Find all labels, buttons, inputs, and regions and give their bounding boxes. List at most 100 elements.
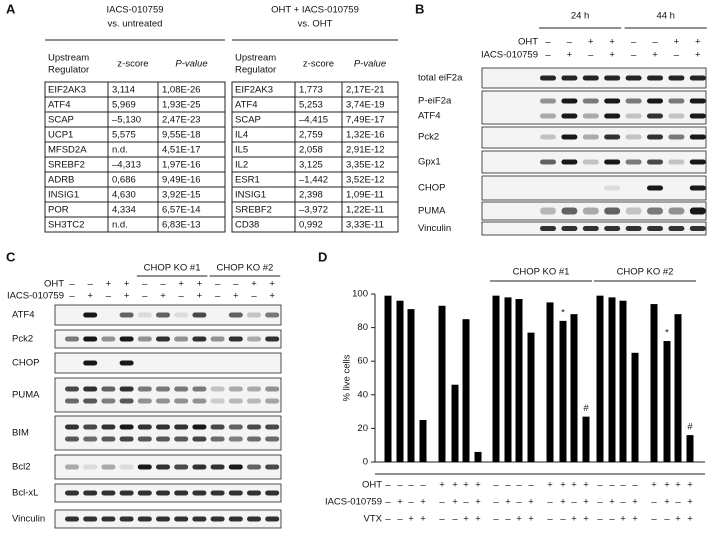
blot-band [192,386,207,392]
condition-sign: + [516,514,522,525]
blot-band [192,464,207,470]
table-cell: 0,992 [299,220,323,231]
condition-sign: – [597,497,603,508]
table-cell: 2,058 [299,145,323,156]
blot-band [101,464,116,470]
blot-band [137,490,152,496]
blot-band [561,159,578,165]
panel-label: D [318,249,327,264]
blot-band [247,336,261,342]
table-cell: IL2 [235,160,248,171]
blot-band [83,360,98,366]
bar [515,299,523,462]
condition-sign: + [463,514,469,525]
table-cell: 6,83E-13 [162,220,201,231]
blot-label: Bcl-xL [12,488,38,499]
blot-band [83,336,98,342]
blot-band [174,436,189,442]
table-cell: 1,97E-16 [162,160,201,171]
condition-sign: – [408,497,414,508]
blot-band [604,113,621,119]
bar [559,320,567,462]
bar [619,300,627,462]
condition-sign: – [385,480,391,491]
blot-band [247,490,261,496]
condition-sign: + [124,291,130,302]
bar-annotation: # [583,403,589,414]
blot-band [174,386,189,392]
blot-band [192,490,207,496]
blot-band [625,159,642,165]
blot-frame [481,201,707,221]
table-cell: 1,22E-11 [346,205,384,216]
table-cell: 4,630 [112,190,136,201]
condition-sign: – [397,514,403,525]
blot-band [540,207,556,215]
blot-band [647,98,663,104]
blot-band [192,516,207,522]
blot-frame [481,90,707,125]
condition-sign: – [215,279,221,290]
bar [492,295,500,462]
condition-sign: – [609,514,615,525]
blot-band [210,490,225,496]
condition-sign: + [571,514,577,525]
table-cell: 3,92E-15 [162,190,201,201]
table-cell: n.d. [112,145,128,156]
condition-sign: – [505,514,511,525]
blot-band [540,113,556,119]
blot-band [582,98,599,104]
blot-band [119,360,134,366]
table-cell: 6,57E-14 [162,205,201,216]
blot-band [689,134,706,140]
condition-sign: + [528,514,534,525]
blot-band [228,464,243,470]
bar [474,451,482,462]
blot-label: PUMA [12,390,40,401]
condition-sign: + [675,480,681,491]
blot-band [265,398,280,404]
condition-sign: + [560,480,566,491]
column-header: Upstream [235,53,276,64]
blot-band [156,464,170,470]
blot-band [647,75,663,81]
blot-band [83,386,98,392]
blot-band [647,226,663,231]
panel-label: B [415,1,424,16]
bar [631,352,639,462]
blot-band [668,159,685,165]
blot-band [668,75,685,81]
blot-band [561,113,578,119]
y-axis-title: % live cells [342,354,353,401]
table-cell: POR [48,205,69,216]
table-cell: 7,49E-17 [346,115,385,126]
blot-band [101,436,116,442]
blot-band [156,516,170,522]
blot-band [192,424,207,430]
table-cell: 1,773 [299,85,323,96]
blot-band [137,386,152,392]
table-cell: –4,313 [112,160,141,171]
table-cell: 3,74E-19 [346,100,385,111]
panel-label: C [6,249,16,264]
blot-band [137,464,152,470]
blot-band [192,398,207,404]
condition-sign: + [560,497,566,508]
column-header: Regulator [48,65,89,76]
blot-band [265,312,280,318]
blot-band [228,490,243,496]
blot-band [65,436,79,442]
table-cell: –3,972 [299,205,328,216]
blot-band [604,159,621,165]
condition-sign: – [420,480,426,491]
blot-band [174,398,189,404]
condition-sign: + [397,497,403,508]
blot-label: Gpx1 [418,157,441,168]
bar [570,314,578,462]
bar [582,416,590,462]
table-cell: UCP1 [48,130,73,141]
condition-sign: – [88,279,94,290]
blot-band [137,424,152,430]
condition-sign: + [528,497,534,508]
